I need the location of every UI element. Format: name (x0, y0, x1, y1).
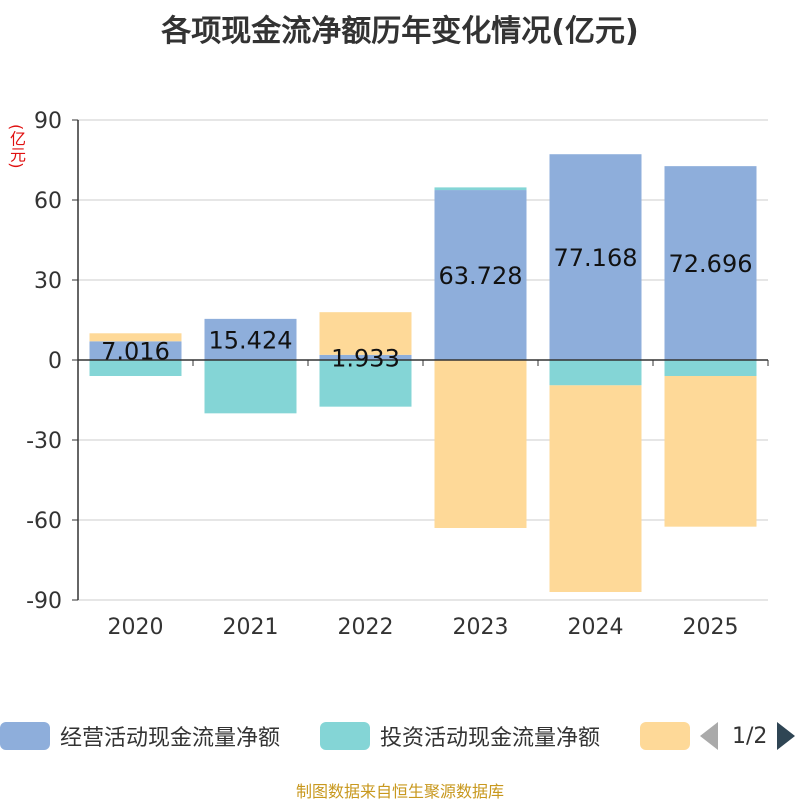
data-label-2025: 72.696 (669, 250, 753, 278)
y-tick-label: 60 (34, 189, 62, 214)
y-tick-label: 90 (34, 109, 62, 134)
bar-investing-2023 (434, 187, 527, 191)
data-label-2021: 15.424 (209, 326, 293, 354)
bar-operating-2021 (204, 318, 297, 360)
bar-operating-2024 (549, 154, 642, 360)
x-tick-label-2025: 2025 (683, 615, 739, 640)
legend: 经营活动现金流量净额 投资活动现金流量净额 1/2 (0, 718, 800, 754)
bar-chart: 90 60 30 0 -30 -60 -90 2020 2021 2022 2023 2024 2025… (26, 109, 769, 640)
y-tick-label: -30 (26, 429, 62, 454)
y-tick-label: 0 (48, 349, 62, 374)
bar-investing-2025 (664, 360, 757, 376)
legend-swatch-operating (0, 722, 50, 750)
data-label-2020: 7.016 (101, 338, 170, 366)
bar-financing-2025 (664, 376, 757, 527)
data-source-note: 制图数据来自恒生聚源数据库 (295, 782, 504, 801)
x-tick-label-2021: 2021 (223, 615, 279, 640)
bar-operating-2022 (319, 354, 412, 360)
bar-financing-2024 (549, 385, 642, 592)
x-tick-label-2022: 2022 (338, 615, 394, 640)
legend-next-icon[interactable] (777, 722, 796, 750)
legend-label-investing: 投资活动现金流量净额 (380, 726, 601, 751)
x-tick-label-2024: 2024 (568, 615, 624, 640)
legend-swatch-financing (640, 722, 690, 750)
bar-operating-2025 (664, 166, 757, 360)
legend-item-investing[interactable]: 投资活动现金流量净额 (320, 718, 600, 754)
data-label-2023: 63.728 (439, 262, 523, 290)
bar-financing-2020 (89, 333, 182, 342)
legend-item-financing[interactable] (640, 718, 700, 754)
y-tick-label: -90 (26, 589, 62, 614)
bar-financing-2023 (434, 360, 527, 528)
bar-investing-2024 (549, 360, 642, 386)
y-tick-label: -60 (26, 509, 62, 534)
legend-prev-icon[interactable] (700, 722, 718, 750)
x-tick-label-2020: 2020 (108, 615, 164, 640)
legend-pager: 1/2 (700, 718, 796, 754)
bar-operating-2023 (434, 190, 527, 360)
y-tick-label: 30 (34, 269, 62, 294)
data-label-2022: 1.933 (331, 344, 400, 372)
y-axis-unit: (亿元) (7, 124, 26, 169)
bar-investing-2021 (204, 360, 297, 414)
chart-title: 各项现金流净额历年变化情况(亿元) (161, 14, 639, 49)
bar-operating-2020 (89, 341, 182, 360)
x-tick-label-2023: 2023 (453, 615, 509, 640)
bar-investing-2022 (319, 360, 412, 407)
bar-financing-2022 (319, 312, 412, 355)
bar-investing-2020 (89, 360, 182, 376)
legend-swatch-investing (320, 722, 370, 750)
legend-item-operating[interactable]: 经营活动现金流量净额 (0, 718, 280, 754)
legend-page-indicator: 1/2 (732, 723, 768, 749)
legend-label-operating: 经营活动现金流量净额 (60, 726, 281, 751)
data-label-2024: 77.168 (554, 244, 638, 272)
